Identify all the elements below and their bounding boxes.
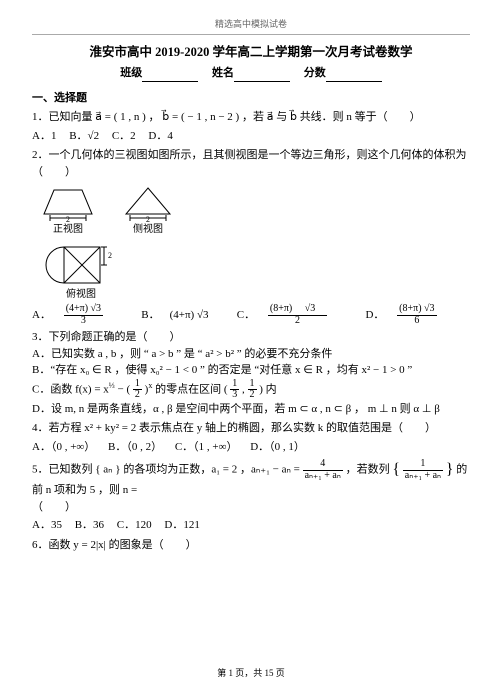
page: 精选高中模拟试卷 淮安市高中 2019-2020 学年高二上学期第一次月考试卷数… <box>0 0 502 694</box>
t: ) 内 <box>259 383 276 395</box>
question-1: 1．已知向量 a⃗ = ( 1 , n ) ， b⃗ = ( − 1 , n −… <box>32 109 470 126</box>
front-caption: 正视图 <box>40 222 96 237</box>
q5-tail: （ ） <box>32 499 470 516</box>
q3-opt-c: C．函数 f(x) = x⅓ − ( 12 )x 的零点在区间 ( 13 , 1… <box>32 379 470 401</box>
brace-left-icon: { <box>392 461 400 478</box>
q1-options: A．1 B．√2 C．2 D．4 <box>32 128 470 145</box>
class-blank <box>142 70 198 82</box>
svg-text:2: 2 <box>146 215 150 222</box>
fraction: 4aₙ₊₁ + aₙ <box>303 459 343 481</box>
q1-opt-a: A．1 <box>32 130 56 142</box>
page-footer: 第 1 页，共 15 页 <box>0 667 502 681</box>
q2-views-row2: 2 俯视图 <box>40 241 470 302</box>
fraction: 13 <box>230 379 239 401</box>
top-view: 2 俯视图 <box>40 241 122 302</box>
q3-opt-a: A．已知实数 a , b ，则 “ a > b ” 是 “ a² > b² ” … <box>32 346 470 363</box>
opt-label: D． <box>365 309 384 321</box>
opt-label: C． <box>237 309 255 321</box>
info-blanks: 班级 姓名 分数 <box>32 65 470 82</box>
denom: aₙ₊₁ + aₙ <box>303 471 343 482</box>
svg-text:2: 2 <box>108 251 112 260</box>
front-view-svg: 2 <box>40 184 96 222</box>
q1-opt-d: D．4 <box>148 130 172 142</box>
q1-text: 1．已知向量 <box>32 111 93 123</box>
q2-opt-c: C． (8+π) √32 <box>237 309 350 321</box>
q5-opt-d: D．121 <box>164 519 199 531</box>
denom: 2 <box>268 316 327 327</box>
q5-opt-c: C．120 <box>117 519 152 531</box>
denom: 3 <box>230 390 239 401</box>
denom: 2 <box>248 390 257 401</box>
vector-b-icon: b⃗ <box>162 111 169 123</box>
question-6: 6．函数 y = 2|x| 的图象是（ ） <box>32 537 470 554</box>
q1-text: = ( 1 , n ) ， <box>105 111 160 123</box>
q1-text: = ( − 1 , n − 2 ) ，若 <box>172 111 264 123</box>
top-view-svg: 2 <box>40 241 122 287</box>
fraction: (8+π) √36 <box>397 304 446 326</box>
vector-b-icon: b⃗ <box>290 111 297 123</box>
q1-opt-c: C．2 <box>112 130 136 142</box>
q4-opt-d: D．（0 , 1） <box>250 441 305 453</box>
q4-options: A．（0 , +∞） B．（0 , 2） C．（1 , +∞） D．（0 , 1… <box>32 439 470 456</box>
q1-text: 与 <box>276 111 287 123</box>
svg-text:2: 2 <box>66 215 70 222</box>
q3-opt-b: B．“存在 x₀ ∈ R ，使得 x₀² − 1 < 0 ” 的否定是 “对任意… <box>32 362 470 379</box>
score-label: 分数 <box>304 67 326 79</box>
name-blank <box>234 70 290 82</box>
denom: 3 <box>64 316 103 327</box>
section-1-heading: 一、选择题 <box>32 90 470 107</box>
question-3: 3．下列命题正确的是（ ） <box>32 329 470 346</box>
fraction: (8+π) √3 2 <box>268 304 337 326</box>
top-caption: 俯视图 <box>40 287 122 302</box>
q2-opt-d: D． (8+π) √36 <box>365 309 456 321</box>
fraction: 12 <box>133 379 142 401</box>
doc-title: 淮安市高中 2019-2020 学年高二上学期第一次月考试卷数学 <box>32 43 470 62</box>
q5-opt-a: A．35 <box>32 519 62 531</box>
q1-opt-b: B．√2 <box>69 130 99 142</box>
t: 5．已知数列 { aₙ } 的各项均为正数，a₁ = 2 ，aₙ₊₁ − aₙ … <box>32 464 303 476</box>
exp: x <box>148 381 152 390</box>
denom: aₙ₊₁ + aₙ <box>403 471 443 482</box>
t: − ( <box>118 383 133 395</box>
q4-opt-a: A．（0 , +∞） <box>32 441 95 453</box>
q5-opt-b: B．36 <box>75 519 104 531</box>
opt-val: (4+π) √3 <box>170 309 209 321</box>
fraction: 1aₙ₊₁ + aₙ <box>403 459 443 481</box>
t: 的零点在区间 ( <box>155 383 230 395</box>
exp: ⅓ <box>109 381 115 390</box>
vector-a-icon: a⃗ <box>267 111 274 123</box>
opt-label: A． <box>32 309 51 321</box>
name-label: 姓名 <box>212 67 234 79</box>
opt-label: B． <box>141 309 159 321</box>
q1-text: 共线．则 n 等于（ ） <box>300 111 421 123</box>
t: ，若数列 <box>346 464 393 476</box>
side-view: 2 侧视图 <box>120 184 176 237</box>
q2-views-row1: 2 正视图 2 侧视图 <box>40 184 470 237</box>
q4-opt-b: B．（0 , 2） <box>108 441 162 453</box>
front-view: 2 正视图 <box>40 184 96 237</box>
q2-opt-a: A． (4+π) √33 <box>32 309 126 321</box>
doc-header: 精选高中模拟试卷 <box>32 18 470 35</box>
q2-options: A． (4+π) √33 B．(4+π) √3 C． (8+π) √32 D． … <box>32 304 470 326</box>
fraction: 12 <box>248 379 257 401</box>
t: √3 <box>305 303 316 314</box>
fraction: (4+π) √33 <box>64 304 113 326</box>
q3-opt-d: D．设 m, n 是两条直线，α , β 是空间中两个平面，若 m ⊂ α , … <box>32 401 470 418</box>
question-2: 2．一个几何体的三视图如图所示，且其侧视图是一个等边三角形，则这个几何体的体积为… <box>32 147 470 180</box>
score-blank <box>326 70 382 82</box>
side-caption: 侧视图 <box>120 222 176 237</box>
q5-options: A．35 B．36 C．120 D．121 <box>32 517 470 534</box>
question-5: 5．已知数列 { aₙ } 的各项均为正数，a₁ = 2 ，aₙ₊₁ − aₙ … <box>32 458 470 499</box>
denom: 2 <box>133 390 142 401</box>
q2-opt-b: B． (4+π) √3 <box>141 309 221 321</box>
t: (8+π) <box>270 303 292 314</box>
denom: 6 <box>397 316 436 327</box>
class-label: 班级 <box>120 67 142 79</box>
vector-a-icon: a⃗ <box>95 111 102 123</box>
t: C．函数 f(x) = x <box>32 383 109 395</box>
q4-opt-c: C．（1 , +∞） <box>175 441 238 453</box>
side-view-svg: 2 <box>120 184 176 222</box>
brace-right-icon: } <box>446 461 454 478</box>
question-4: 4．若方程 x² + ky² = 2 表示焦点在 y 轴上的椭圆，那么实数 k … <box>32 420 470 437</box>
